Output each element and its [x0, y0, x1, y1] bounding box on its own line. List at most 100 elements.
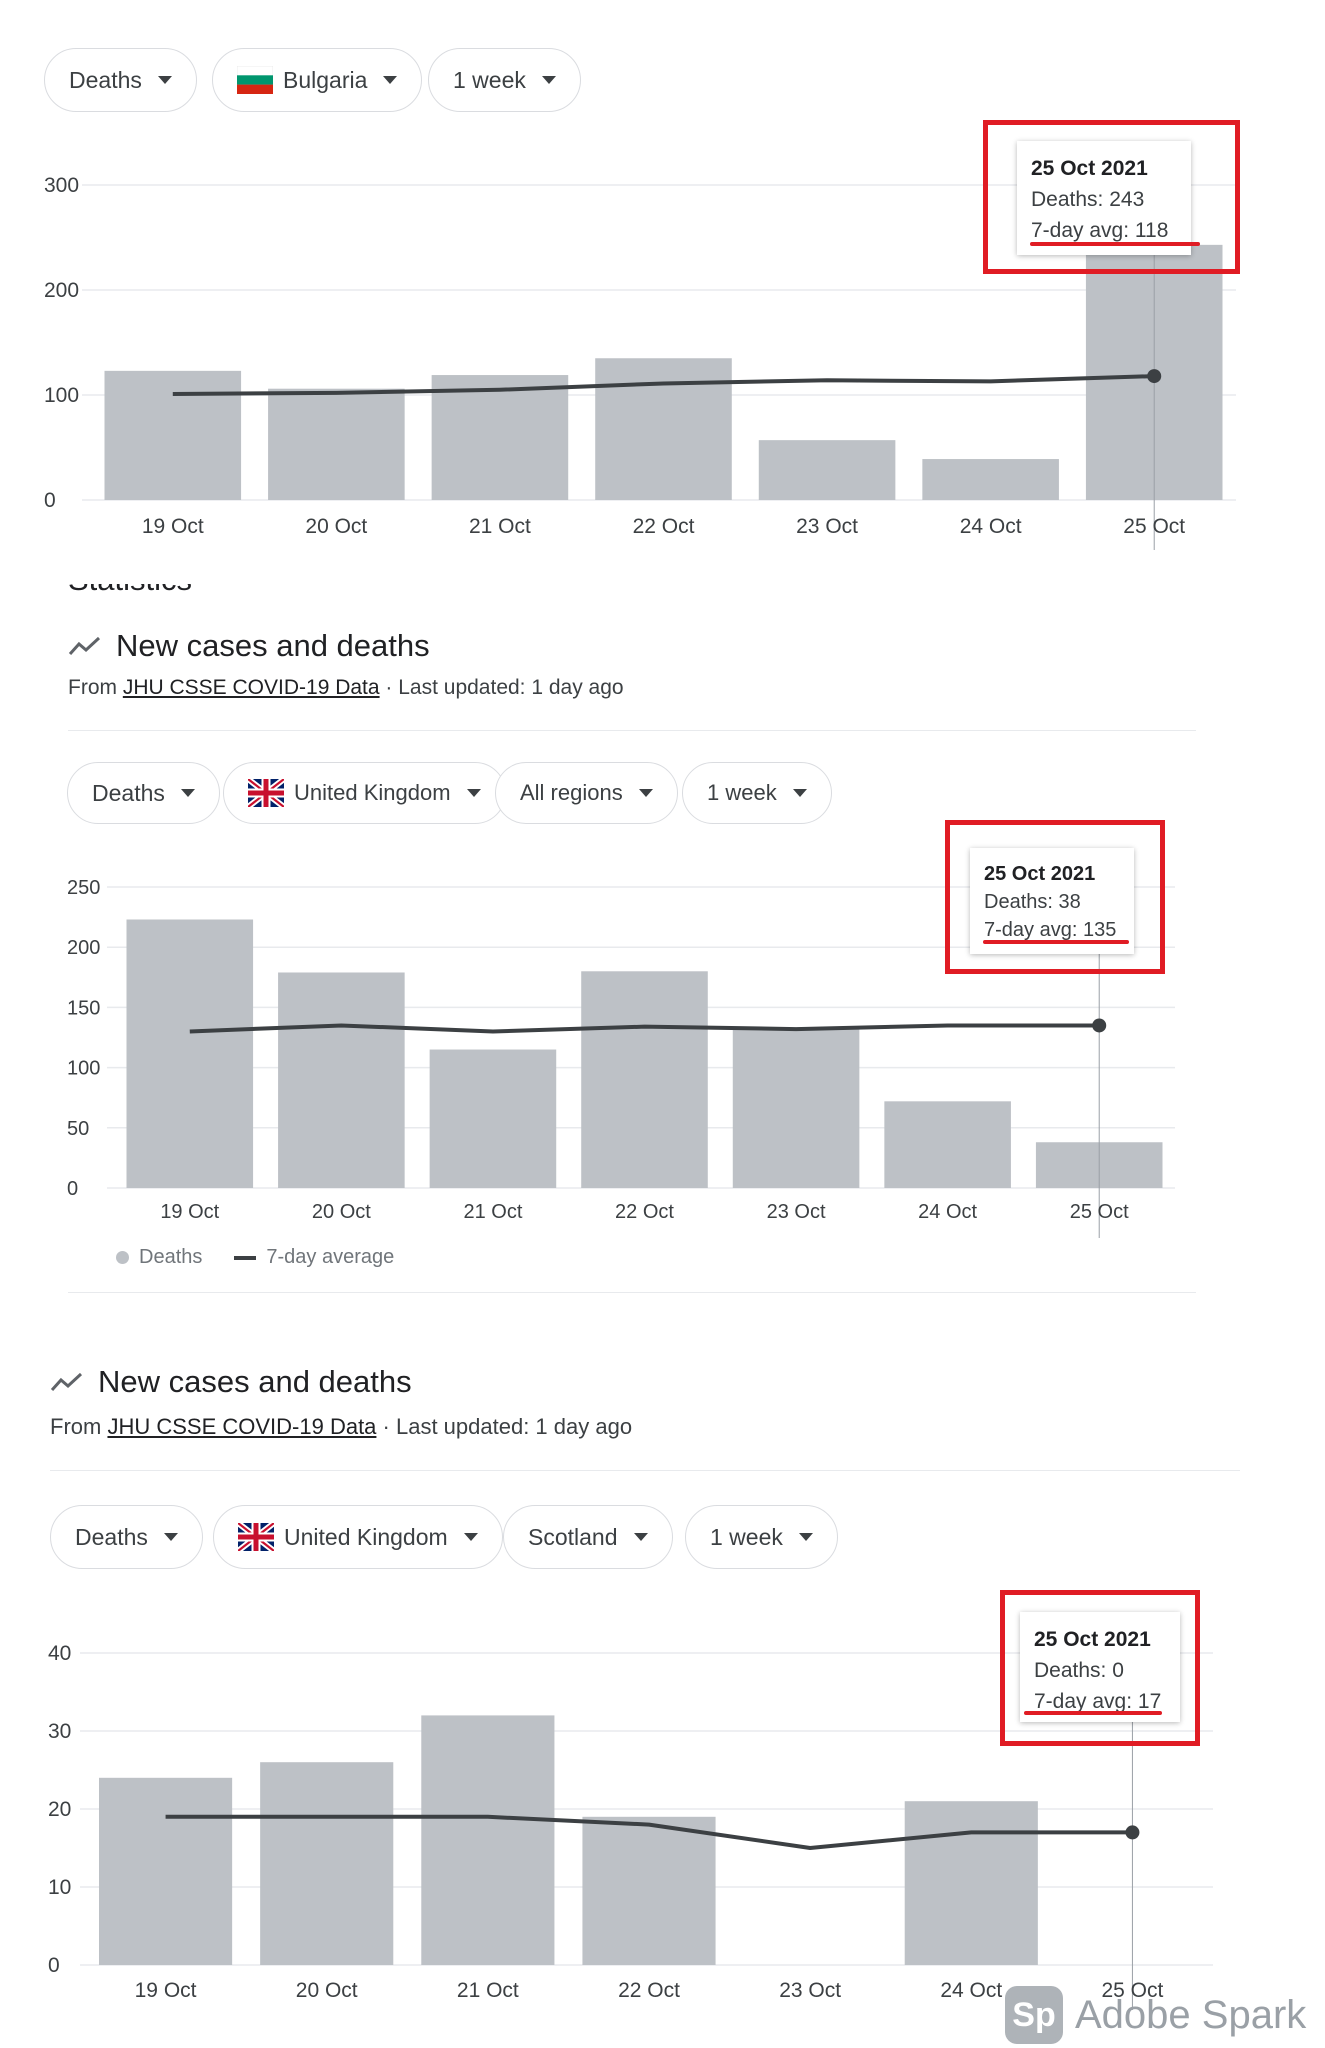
bar-19-oct: [126, 919, 254, 1188]
caret-down-icon: [383, 76, 398, 84]
tooltip-date: 25 Oct 2021: [984, 863, 1096, 885]
country-dropdown-label: Bulgaria: [283, 66, 368, 93]
tooltip-date: 25 Oct 2021: [1031, 157, 1148, 180]
x-tick-label: 24 Oct: [960, 515, 1022, 538]
y-tick-label: 100: [67, 1058, 100, 1080]
x-tick-label: 22 Oct: [615, 1201, 674, 1223]
cut-off-heading: Statistics: [68, 584, 368, 598]
tooltip-deaths: Deaths: 0: [1034, 1659, 1124, 1682]
x-tick-label: 25 Oct: [1070, 1201, 1129, 1223]
trend-line-icon: [50, 1372, 83, 1392]
bar-21-oct: [421, 1715, 555, 1965]
y-tick-label: 150: [67, 997, 100, 1019]
metric-dropdown-3[interactable]: Deaths: [50, 1505, 203, 1569]
country-dropdown-2[interactable]: United Kingdom: [223, 762, 506, 824]
y-tick-label: 0: [48, 1954, 60, 1977]
bar-24-oct: [922, 459, 1059, 500]
section-title-2: New cases and deaths: [68, 628, 430, 664]
bar-24-oct: [904, 1801, 1038, 1965]
chart-tooltip-3: 25 Oct 2021 Deaths: 0 7-day avg: 17: [1020, 1612, 1180, 1722]
metric-dropdown-1[interactable]: Deaths: [44, 48, 197, 112]
source-line-3: From JHU CSSE COVID-19 Data · Last updat…: [50, 1414, 632, 1440]
period-dropdown-3[interactable]: 1 week: [685, 1505, 838, 1569]
tooltip-deaths: Deaths: 243: [1031, 188, 1145, 211]
highlight-box-1: [983, 120, 1240, 274]
avg-point-highlight: [1092, 1018, 1107, 1033]
x-tick-label: 25 Oct: [1101, 1979, 1163, 2002]
y-tick-label: 200: [67, 937, 100, 959]
x-tick-label: 23 Oct: [796, 515, 858, 538]
highlight-underline-3: [1024, 1711, 1162, 1715]
bar-21-oct: [429, 1049, 557, 1188]
x-tick-label: 19 Oct: [135, 1979, 197, 2002]
region-dropdown-label: Scotland: [528, 1523, 618, 1550]
region-dropdown-2[interactable]: All regions: [495, 762, 678, 824]
y-tick-label: 0: [44, 489, 56, 512]
country-dropdown-1[interactable]: Bulgaria: [212, 48, 423, 112]
y-tick-label: 200: [44, 279, 79, 302]
highlight-box-2: [945, 820, 1165, 974]
x-tick-label: 23 Oct: [767, 1201, 826, 1223]
metric-dropdown-label: Deaths: [69, 66, 142, 93]
legend-line-label: 7-day average: [266, 1246, 395, 1268]
tooltip-deaths: Deaths: 38: [984, 891, 1081, 913]
y-tick-label: 300: [44, 174, 79, 197]
highlight-box-3: [1000, 1590, 1200, 1746]
caret-down-icon: [798, 1533, 813, 1541]
x-tick-label: 19 Oct: [160, 1201, 219, 1223]
trend-line-icon: [68, 636, 101, 656]
period-dropdown-label: 1 week: [707, 780, 777, 805]
y-tick-label: 40: [48, 1642, 71, 1665]
bar-19-oct: [99, 1777, 233, 1965]
source-line-2: From JHU CSSE COVID-19 Data · Last updat…: [68, 676, 624, 700]
avg-point-highlight: [1125, 1825, 1140, 1840]
tooltip-date: 25 Oct 2021: [1034, 1628, 1151, 1651]
bar-23-oct: [732, 1027, 860, 1188]
avg-line: [165, 1814, 1133, 1850]
x-tick-label: 24 Oct: [940, 1979, 1002, 2002]
x-tick-label: 21 Oct: [463, 1201, 522, 1223]
x-tick-label: 25 Oct: [1123, 515, 1185, 538]
period-dropdown-label: 1 week: [710, 1523, 783, 1550]
metric-dropdown-2[interactable]: Deaths: [67, 762, 220, 824]
period-dropdown-1[interactable]: 1 week: [428, 48, 581, 112]
caret-down-icon: [466, 789, 481, 797]
caret-down-icon: [633, 1533, 648, 1541]
metric-dropdown-label: Deaths: [92, 779, 165, 806]
section-title-text: New cases and deaths: [116, 628, 430, 663]
metric-dropdown-label: Deaths: [75, 1523, 148, 1550]
caret-down-icon: [463, 1533, 478, 1541]
period-dropdown-label: 1 week: [453, 66, 526, 93]
chart-legend-2: Deaths 7-day average: [116, 1246, 394, 1269]
watermark-text: Adobe Spark: [1075, 1992, 1307, 2037]
y-tick-label: 100: [44, 384, 79, 407]
source-link[interactable]: JHU CSSE COVID-19 Data: [122, 676, 380, 699]
adobe-spark-watermark: Sp Adobe Spark: [1005, 1986, 1306, 2044]
avg-line: [189, 1023, 1100, 1034]
x-tick-label: 19 Oct: [142, 515, 204, 538]
divider: [68, 730, 1196, 731]
period-dropdown-2[interactable]: 1 week: [682, 762, 832, 824]
region-dropdown-3[interactable]: Scotland: [503, 1505, 673, 1569]
source-link[interactable]: JHU CSSE COVID-19 Data: [107, 1414, 377, 1439]
uk-flag-icon: [248, 779, 284, 807]
y-tick-label: 20: [48, 1798, 71, 1821]
x-tick-label: 22 Oct: [618, 1979, 680, 2002]
uk-flag-icon: [238, 1523, 274, 1551]
caret-down-icon: [157, 76, 172, 84]
caret-down-icon: [163, 1533, 178, 1541]
source-prefix: From: [50, 1414, 108, 1439]
x-tick-label: 20 Oct: [312, 1201, 371, 1223]
legend-line-swatch: [234, 1255, 257, 1260]
chart-tooltip-2: 25 Oct 2021 Deaths: 38 7-day avg: 135: [970, 848, 1134, 954]
bar-21-oct: [431, 375, 569, 500]
caret-down-icon: [541, 76, 556, 84]
y-tick-label: 50: [67, 1118, 89, 1140]
caret-down-icon: [638, 789, 653, 797]
x-tick-label: 20 Oct: [296, 1979, 358, 2002]
region-dropdown-label: All regions: [520, 780, 623, 805]
adobe-spark-logo-icon: Sp: [1005, 1986, 1063, 2044]
x-tick-label: 22 Oct: [633, 515, 695, 538]
y-tick-label: 250: [67, 877, 100, 899]
country-dropdown-3[interactable]: United Kingdom: [213, 1505, 503, 1569]
